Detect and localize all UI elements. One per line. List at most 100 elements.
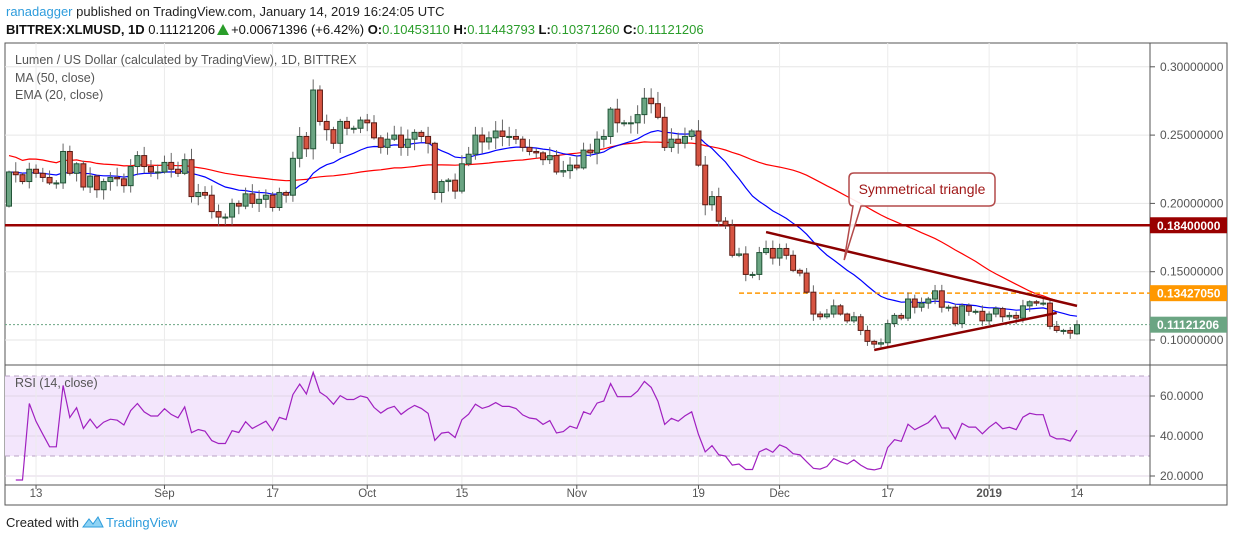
candle-body <box>736 253 743 256</box>
candle-body <box>756 252 763 275</box>
candle-body <box>979 310 986 322</box>
candle-down <box>702 155 709 216</box>
candle-body <box>364 119 371 124</box>
candle-body <box>796 269 803 274</box>
candle-body <box>262 194 269 200</box>
candle-body <box>66 150 73 174</box>
candle-body <box>418 131 425 137</box>
candle-up <box>53 180 60 189</box>
candle-down <box>654 91 661 120</box>
candle-down <box>364 113 371 132</box>
candle-down <box>540 151 546 166</box>
candle-body <box>641 97 648 116</box>
candle-body <box>621 122 628 125</box>
candle-down <box>533 148 540 159</box>
open-value: 0.10453110 <box>382 22 450 37</box>
annotation-callout <box>843 172 996 261</box>
candle-down <box>377 135 384 154</box>
rsi-legend[interactable]: RSI (14, close) <box>15 376 98 390</box>
resistance-price-label: 0.18400000 <box>1157 219 1221 233</box>
candle-body <box>458 163 465 192</box>
candle-up <box>262 189 269 208</box>
candle-body <box>229 202 236 218</box>
candle-down <box>512 129 519 145</box>
candle-up <box>607 106 614 144</box>
candle-body <box>932 290 939 300</box>
candle-body <box>465 153 472 165</box>
candle-body <box>540 152 546 161</box>
candle-down <box>722 217 729 229</box>
candle-body <box>425 135 432 144</box>
created-with-text: Created with <box>6 515 79 530</box>
candle-up <box>932 284 939 305</box>
high-label: H: <box>453 22 468 37</box>
candle-body <box>39 172 46 178</box>
candle-down <box>1033 299 1040 306</box>
candle-body <box>492 130 499 139</box>
author-link[interactable]: ranadagger <box>6 4 73 19</box>
candle-body <box>256 198 263 204</box>
candle-body <box>6 171 12 207</box>
candle-up <box>776 243 783 266</box>
candle-body <box>898 314 905 319</box>
candle-body <box>114 176 121 180</box>
candle-down <box>120 173 127 193</box>
candle-body <box>1026 301 1033 307</box>
candle-body <box>661 116 668 148</box>
candle-down <box>871 339 878 349</box>
rsi-tick-label: 20.0000 <box>1160 469 1204 483</box>
candle-body <box>553 155 560 173</box>
candle-body <box>668 138 675 148</box>
candle-up <box>161 155 168 174</box>
tradingview-logo-icon <box>81 516 104 528</box>
candle-down <box>648 88 655 114</box>
ma-legend[interactable]: MA (50, close) <box>15 71 95 85</box>
candle-body <box>992 308 999 315</box>
candle-body <box>546 155 553 161</box>
date-tick-label: Dec <box>769 488 790 500</box>
candle-down <box>39 167 46 183</box>
candle-body <box>499 130 506 137</box>
date-tick-label: Nov <box>567 488 588 500</box>
date-tick-label: 13 <box>30 488 43 500</box>
candles <box>6 79 1080 349</box>
candle-up <box>546 147 553 165</box>
candle-body <box>925 298 932 304</box>
candle-up <box>438 179 445 203</box>
candle-body <box>715 196 722 222</box>
candle-body <box>269 194 276 208</box>
tradingview-link[interactable]: TradingView <box>105 515 178 530</box>
candle-down <box>46 170 53 185</box>
candle-down <box>844 312 851 324</box>
candle-body <box>181 159 188 174</box>
candle-body <box>154 171 161 174</box>
candle-up <box>73 162 80 182</box>
candle-body <box>479 134 486 143</box>
candle-body <box>174 168 181 174</box>
candle-body <box>790 254 797 271</box>
candle-body <box>168 161 175 170</box>
candle-body <box>1060 329 1067 332</box>
candle-body <box>749 273 756 276</box>
candle-down <box>790 250 797 273</box>
candle-down <box>19 172 26 185</box>
candle-up <box>634 105 641 134</box>
candle-body <box>533 150 540 154</box>
candle-body <box>1040 302 1047 305</box>
candle-down <box>66 145 73 176</box>
candle-down <box>431 141 438 200</box>
candle-up <box>594 131 601 165</box>
candle-up <box>391 125 398 141</box>
candle-down <box>715 187 722 227</box>
annotation-text: Symmetrical triangle <box>859 181 986 197</box>
candle-body <box>452 179 459 192</box>
candle-up <box>891 313 898 328</box>
candle-down <box>783 243 790 260</box>
candle-body <box>357 119 364 129</box>
resistance-price-badge <box>1150 217 1227 234</box>
candle-body <box>708 196 715 206</box>
ema-legend[interactable]: EMA (20, close) <box>15 88 104 102</box>
candle-up <box>830 299 837 318</box>
candle-up <box>560 160 567 178</box>
